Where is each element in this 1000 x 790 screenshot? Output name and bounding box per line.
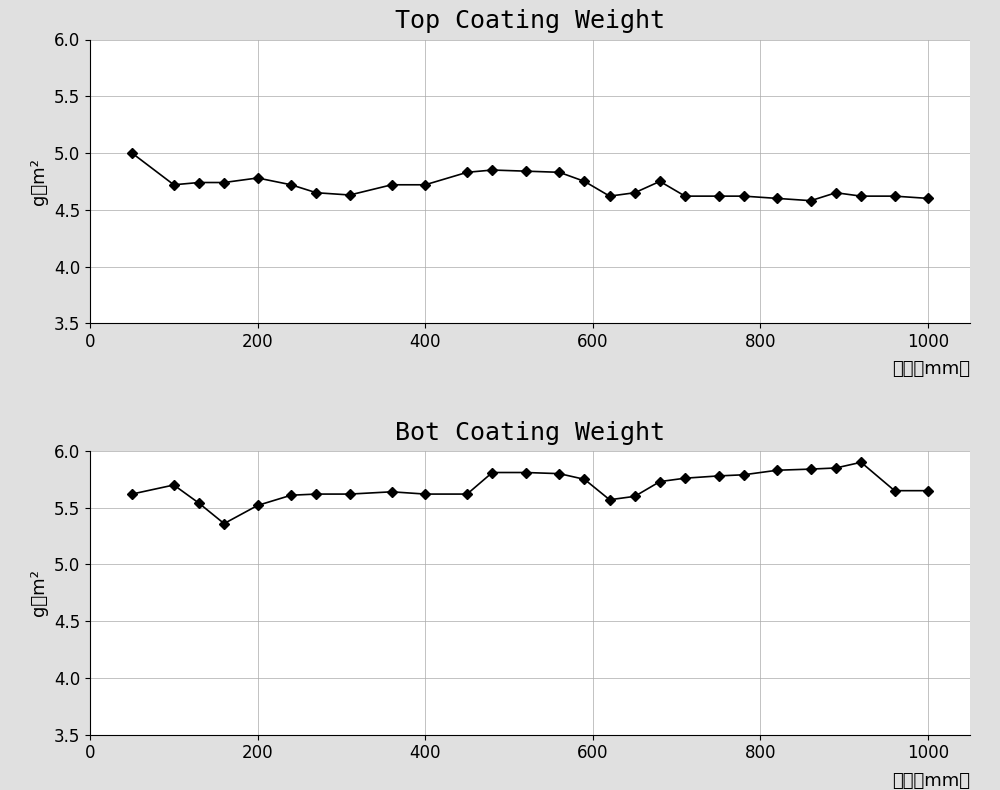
Title: Bot Coating Weight: Bot Coating Weight (395, 421, 665, 445)
Y-axis label: g／m²: g／m² (30, 158, 48, 205)
Title: Top Coating Weight: Top Coating Weight (395, 9, 665, 33)
Y-axis label: g／m²: g／m² (30, 570, 48, 616)
Text: 板宽（mm）: 板宽（mm） (892, 360, 970, 378)
Text: 板宽（mm）: 板宽（mm） (892, 772, 970, 789)
